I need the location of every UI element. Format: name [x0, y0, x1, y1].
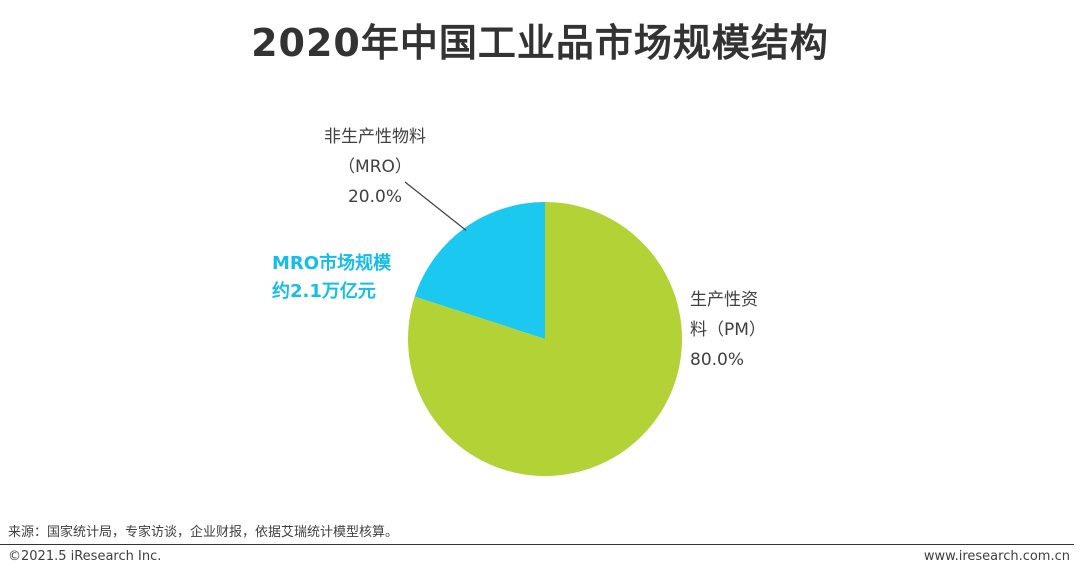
slice-label-pm-name2: 料（PM） — [690, 320, 766, 340]
slice-label-mro-name1: 非生产性物料 — [324, 127, 426, 147]
pie-slice-mro — [414, 202, 545, 339]
slice-label-mro-value: 20.0% — [347, 187, 402, 207]
mro-note-line1: MRO市场规模 — [272, 253, 392, 274]
pie-slice-pm — [407, 202, 682, 476]
slice-label-mro-name2: （MRO） — [338, 157, 412, 177]
website-link[interactable]: www.iresearch.com.cn — [923, 549, 1070, 564]
mro-market-size-note: MRO市场规模 约2.1万亿元 — [272, 250, 391, 306]
slice-label-pm-name1: 生产性资 — [690, 290, 758, 310]
slice-label-pm-value: 80.0% — [690, 350, 745, 370]
source-note: 来源：国家统计局，专家访谈，企业财报，依据艾瑞统计模型核算。 — [8, 525, 399, 540]
footer-divider — [0, 544, 1074, 545]
leader-line-mro — [404, 181, 467, 231]
mro-note-line2: 约2.1万亿元 — [272, 281, 376, 302]
slice-label-pm: 生产性资 料（PM） 80.0% — [690, 285, 810, 375]
slice-label-mro: 非生产性物料 （MRO） 20.0% — [300, 122, 450, 212]
chart-title: 2020年中国工业品市场规模结构 — [251, 21, 829, 65]
copyright-text: ©2021.5 iResearch Inc. — [8, 549, 162, 564]
